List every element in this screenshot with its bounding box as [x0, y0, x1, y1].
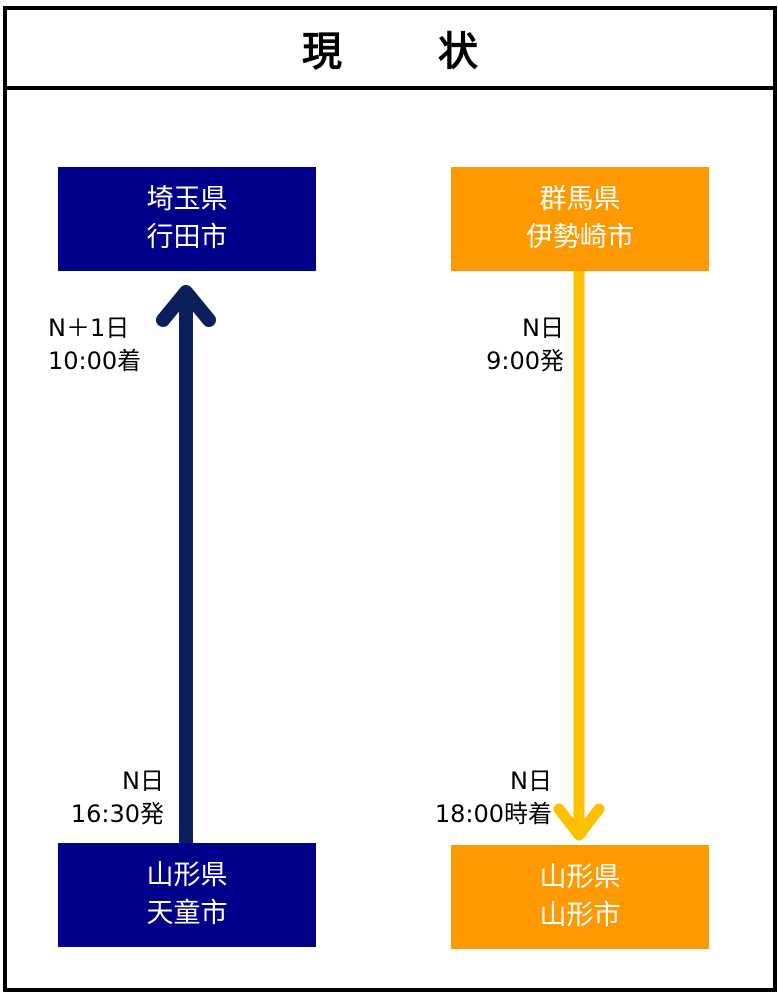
title-bar: 現 状	[7, 10, 773, 90]
left-arrow-head	[156, 285, 216, 327]
right-arrow-head	[553, 803, 605, 841]
box-line-1: 埼玉県	[146, 184, 228, 215]
box-yamagata-tendo: 山形県 天童市	[58, 843, 316, 947]
box-line-1: 山形県	[539, 862, 621, 893]
box-saitama-gyoda: 埼玉県 行田市	[58, 167, 316, 271]
box-line-2: 伊勢崎市	[526, 222, 634, 253]
label-time: 9:00発	[486, 347, 564, 375]
left-arrival-label: N＋1日 10:00着	[48, 312, 141, 378]
box-line-1: 群馬県	[539, 184, 621, 215]
box-yamagata-yamagata: 山形県 山形市	[451, 845, 709, 949]
box-gunma-isesaki: 群馬県 伊勢崎市	[451, 167, 709, 271]
label-time: 10:00着	[48, 347, 142, 375]
label-day: N日	[522, 314, 564, 342]
box-line-1: 山形県	[146, 860, 228, 891]
right-departure-label: N日 9:00発	[440, 312, 564, 378]
title-char-left: 現	[302, 29, 342, 75]
label-day: N日	[122, 767, 164, 795]
label-day: N＋1日	[48, 314, 130, 342]
title-char-right: 状	[438, 29, 478, 75]
label-time: 16:30発	[70, 800, 164, 828]
box-line-2: 山形市	[539, 900, 621, 931]
box-line-2: 行田市	[146, 222, 228, 253]
right-arrival-label: N日 18:00時着	[400, 765, 552, 831]
left-route-arrow	[156, 285, 216, 843]
left-departure-label: N日 16:30発	[40, 765, 164, 831]
box-line-2: 天童市	[146, 898, 228, 929]
right-route-arrow	[553, 271, 605, 841]
label-day: N日	[510, 767, 552, 795]
label-time: 18:00時着	[434, 800, 552, 828]
